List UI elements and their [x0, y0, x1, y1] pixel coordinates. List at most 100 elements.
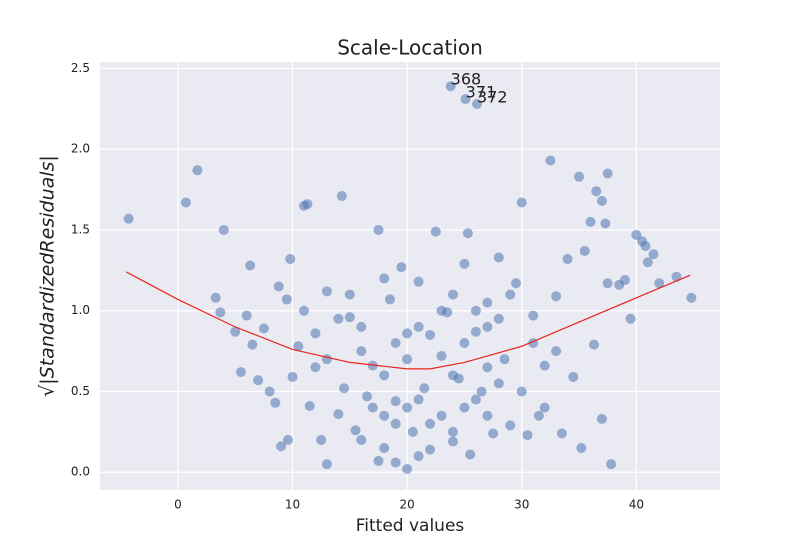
x-tick-label: 40	[629, 498, 644, 512]
annotation: 368	[451, 70, 482, 89]
point	[321, 459, 332, 470]
point	[505, 289, 516, 300]
point	[505, 420, 516, 431]
point	[235, 367, 246, 378]
plot-area	[100, 62, 720, 490]
point	[516, 197, 527, 208]
point	[533, 410, 544, 421]
point	[367, 360, 378, 371]
point	[516, 386, 527, 397]
point	[402, 402, 413, 413]
y-tick-label: 1.5	[71, 222, 90, 236]
point	[459, 338, 470, 349]
point	[482, 297, 493, 308]
annotation: 371	[466, 83, 497, 102]
point	[459, 258, 470, 269]
y-tick-label: 2.5	[71, 61, 90, 75]
point	[472, 98, 483, 109]
point	[402, 464, 413, 475]
point	[333, 313, 344, 324]
point	[447, 436, 458, 447]
point	[470, 394, 481, 405]
point	[384, 294, 395, 305]
y-tick-label: 1.0	[71, 303, 90, 317]
point	[285, 254, 296, 265]
point	[436, 410, 447, 421]
point	[281, 294, 292, 305]
point	[551, 291, 562, 302]
point	[619, 275, 630, 286]
point	[413, 451, 424, 462]
point	[522, 430, 533, 441]
point	[425, 418, 436, 429]
point	[390, 338, 401, 349]
point	[264, 386, 275, 397]
point	[447, 370, 458, 381]
point	[430, 226, 441, 237]
point	[436, 350, 447, 361]
point	[499, 354, 510, 365]
point	[596, 413, 607, 424]
y-tick-label: 0.0	[71, 465, 90, 479]
point	[528, 310, 539, 321]
point	[356, 321, 367, 332]
point	[459, 402, 470, 413]
point	[247, 339, 258, 350]
point	[671, 271, 682, 282]
point	[545, 155, 556, 166]
point	[379, 370, 390, 381]
point	[425, 444, 436, 455]
point	[562, 254, 573, 265]
point	[686, 292, 697, 303]
point	[180, 197, 191, 208]
point	[460, 94, 471, 105]
point	[476, 386, 487, 397]
point	[310, 362, 321, 373]
point	[402, 354, 413, 365]
point	[298, 305, 309, 316]
point	[482, 410, 493, 421]
annotation: 372	[477, 87, 508, 106]
point	[390, 457, 401, 468]
point	[488, 428, 499, 439]
point	[413, 394, 424, 405]
point	[493, 252, 504, 263]
point	[333, 409, 344, 420]
point	[373, 455, 384, 466]
point	[362, 391, 373, 402]
point	[413, 276, 424, 287]
point	[574, 171, 585, 182]
point	[602, 168, 613, 179]
x-tick-label: 30	[514, 498, 529, 512]
point	[648, 249, 659, 260]
point	[356, 434, 367, 445]
point	[436, 305, 447, 316]
point	[482, 321, 493, 332]
point	[462, 228, 473, 239]
point	[218, 224, 229, 235]
point	[273, 281, 284, 292]
point	[631, 229, 642, 240]
x-tick-label: 20	[399, 498, 414, 512]
point	[493, 313, 504, 324]
point	[585, 216, 596, 227]
x-tick-label: 0	[174, 498, 182, 512]
point	[282, 434, 293, 445]
point	[465, 449, 476, 460]
point	[339, 383, 350, 394]
point	[396, 262, 407, 273]
point	[321, 354, 332, 365]
point	[606, 459, 617, 470]
point	[302, 199, 313, 210]
point	[336, 191, 347, 202]
point	[539, 402, 550, 413]
point	[192, 165, 203, 176]
y-tick-label: 2.0	[71, 142, 90, 156]
point	[447, 426, 458, 437]
point	[230, 326, 241, 337]
point	[379, 273, 390, 284]
point	[276, 441, 287, 452]
point	[539, 360, 550, 371]
point	[640, 241, 651, 252]
